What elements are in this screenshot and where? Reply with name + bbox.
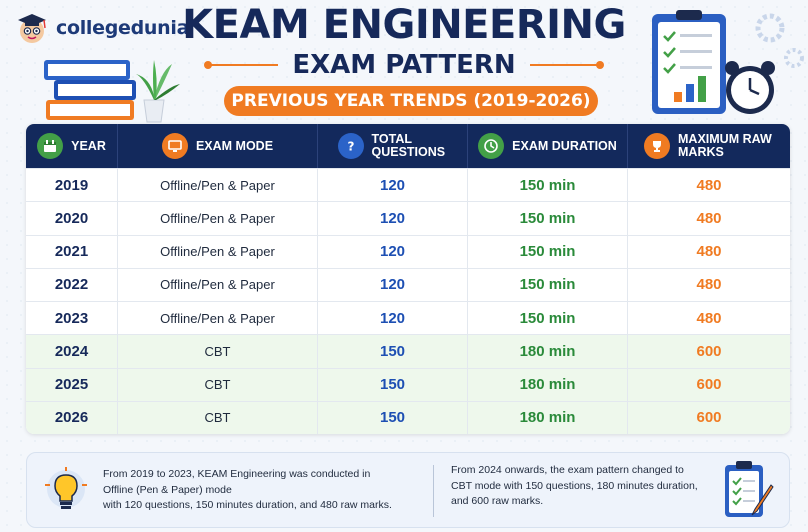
cell-duration: 150 min: [468, 235, 628, 268]
brand-logo[interactable]: collegedunia: [14, 10, 189, 46]
trend-banner: PREVIOUS YEAR TRENDS (2019-2026): [224, 86, 598, 116]
header-marks: MAXIMUM RAW MARKS: [628, 124, 790, 168]
cell-year: 2023: [26, 302, 118, 335]
footer-divider: [433, 465, 434, 517]
cell-questions: 120: [318, 268, 468, 301]
books-plant-icon: [44, 60, 180, 123]
cell-questions: 120: [318, 302, 468, 335]
calendar-icon: [37, 133, 64, 159]
lightbulb-icon: [45, 467, 87, 509]
footer-left-line: Offline (Pen & Paper) mode: [103, 483, 232, 496]
cell-questions: 150: [318, 335, 468, 368]
footer-right-line: From 2024 onwards, the exam pattern chan…: [451, 464, 684, 476]
table-row: 2024 CBT 150 180 min 600: [26, 334, 790, 368]
cell-mode: CBT: [118, 368, 318, 401]
table-row: 2026 CBT 150 180 min 600: [26, 400, 790, 434]
title-subheading-row: EXAM PATTERN: [0, 50, 808, 80]
table-row: 2021 Offline/Pen & Paper 120 150 min 480: [26, 234, 790, 268]
cell-duration: 150 min: [468, 302, 628, 335]
cell-year: 2019: [26, 169, 118, 202]
cell-marks: 480: [696, 176, 722, 194]
footer-left-line: From 2019 to 2023, KEAM Engineering was …: [103, 468, 371, 480]
clipboard-clock-icon: [652, 10, 804, 114]
header-duration: EXAM DURATION: [468, 124, 628, 168]
cell-marks: 480: [696, 209, 722, 227]
cell-mode: Offline/Pen & Paper: [118, 268, 318, 301]
cell-marks: 480: [696, 276, 722, 294]
cell-mode: Offline/Pen & Paper: [118, 169, 318, 202]
cell-marks: 600: [696, 409, 722, 427]
cell-duration: 150 min: [468, 202, 628, 235]
monitor-icon: [161, 133, 188, 159]
header-marks-label: MAXIMUM RAW MARKS: [678, 132, 772, 159]
cell-duration: 180 min: [468, 401, 628, 434]
footer-left-text: From 2019 to 2023, KEAM Engineering was …: [103, 467, 392, 514]
table-row: 2025 CBT 150 180 min 600: [26, 367, 790, 401]
cell-duration: 180 min: [468, 335, 628, 368]
header-mode-label: EXAM MODE: [195, 138, 274, 153]
page-title: KEAM ENGINEERING: [182, 2, 626, 48]
mascot-icon: [18, 14, 46, 43]
cell-duration: 150 min: [468, 169, 628, 202]
table-row: 2022 Offline/Pen & Paper 120 150 min 480: [26, 267, 790, 301]
cell-mode: Offline/Pen & Paper: [118, 202, 318, 235]
clock-icon: [478, 133, 505, 159]
divider-left: [204, 61, 279, 69]
cell-mode: CBT: [118, 335, 318, 368]
header-duration-label: EXAM DURATION: [512, 138, 617, 153]
header-year: YEAR: [26, 124, 118, 168]
cell-marks: 480: [696, 309, 722, 327]
cell-year: 2021: [26, 235, 118, 268]
footer-right-line: and 600 raw marks.: [451, 495, 544, 507]
cell-questions: 120: [318, 202, 468, 235]
footer-left-line: with 120 questions, 150 minutes duration…: [103, 499, 392, 511]
footer-right-line: CBT mode with 150 questions, 180 minutes…: [451, 479, 698, 492]
footer-right-text: From 2024 onwards, the exam pattern chan…: [451, 463, 698, 510]
summary-footer: From 2019 to 2023, KEAM Engineering was …: [26, 452, 790, 528]
svg-text:?: ?: [347, 140, 354, 154]
cell-questions: 150: [318, 401, 468, 434]
table-header: YEAR EXAM MODE ? TOTAL QUESTIONS EXAM DU…: [26, 124, 790, 168]
exam-pattern-table: YEAR EXAM MODE ? TOTAL QUESTIONS EXAM DU…: [26, 124, 790, 434]
cell-questions: 120: [318, 169, 468, 202]
cell-year: 2025: [26, 368, 118, 401]
cell-questions: 120: [318, 235, 468, 268]
divider-right: [529, 61, 604, 69]
header-mode: EXAM MODE: [118, 124, 318, 168]
header-year-label: YEAR: [71, 138, 106, 153]
table-row: 2020 Offline/Pen & Paper 120 150 min 480: [26, 201, 790, 235]
cell-marks: 600: [696, 342, 722, 360]
cell-questions: 150: [318, 368, 468, 401]
cell-mode: Offline/Pen & Paper: [118, 235, 318, 268]
header-questions-label: TOTAL QUESTIONS: [371, 132, 446, 159]
header-questions: ? TOTAL QUESTIONS: [318, 124, 468, 168]
page-subtitle: EXAM PATTERN: [292, 50, 516, 80]
cell-year: 2022: [26, 268, 118, 301]
trophy-icon: [644, 133, 670, 159]
cell-marks: 600: [696, 376, 722, 394]
cell-mode: CBT: [118, 401, 318, 434]
brand-name: collegedunia: [56, 17, 190, 39]
cell-duration: 150 min: [468, 268, 628, 301]
cell-marks: 480: [696, 243, 722, 261]
table-row: 2023 Offline/Pen & Paper 120 150 min 480: [26, 301, 790, 335]
cell-year: 2024: [26, 335, 118, 368]
cell-year: 2020: [26, 202, 118, 235]
cell-year: 2026: [26, 401, 118, 434]
table-row: 2019 Offline/Pen & Paper 120 150 min 480: [26, 168, 790, 202]
clipboard-icon: [725, 461, 774, 517]
cell-duration: 180 min: [468, 368, 628, 401]
question-icon: ?: [337, 133, 364, 159]
cell-mode: Offline/Pen & Paper: [118, 302, 318, 335]
